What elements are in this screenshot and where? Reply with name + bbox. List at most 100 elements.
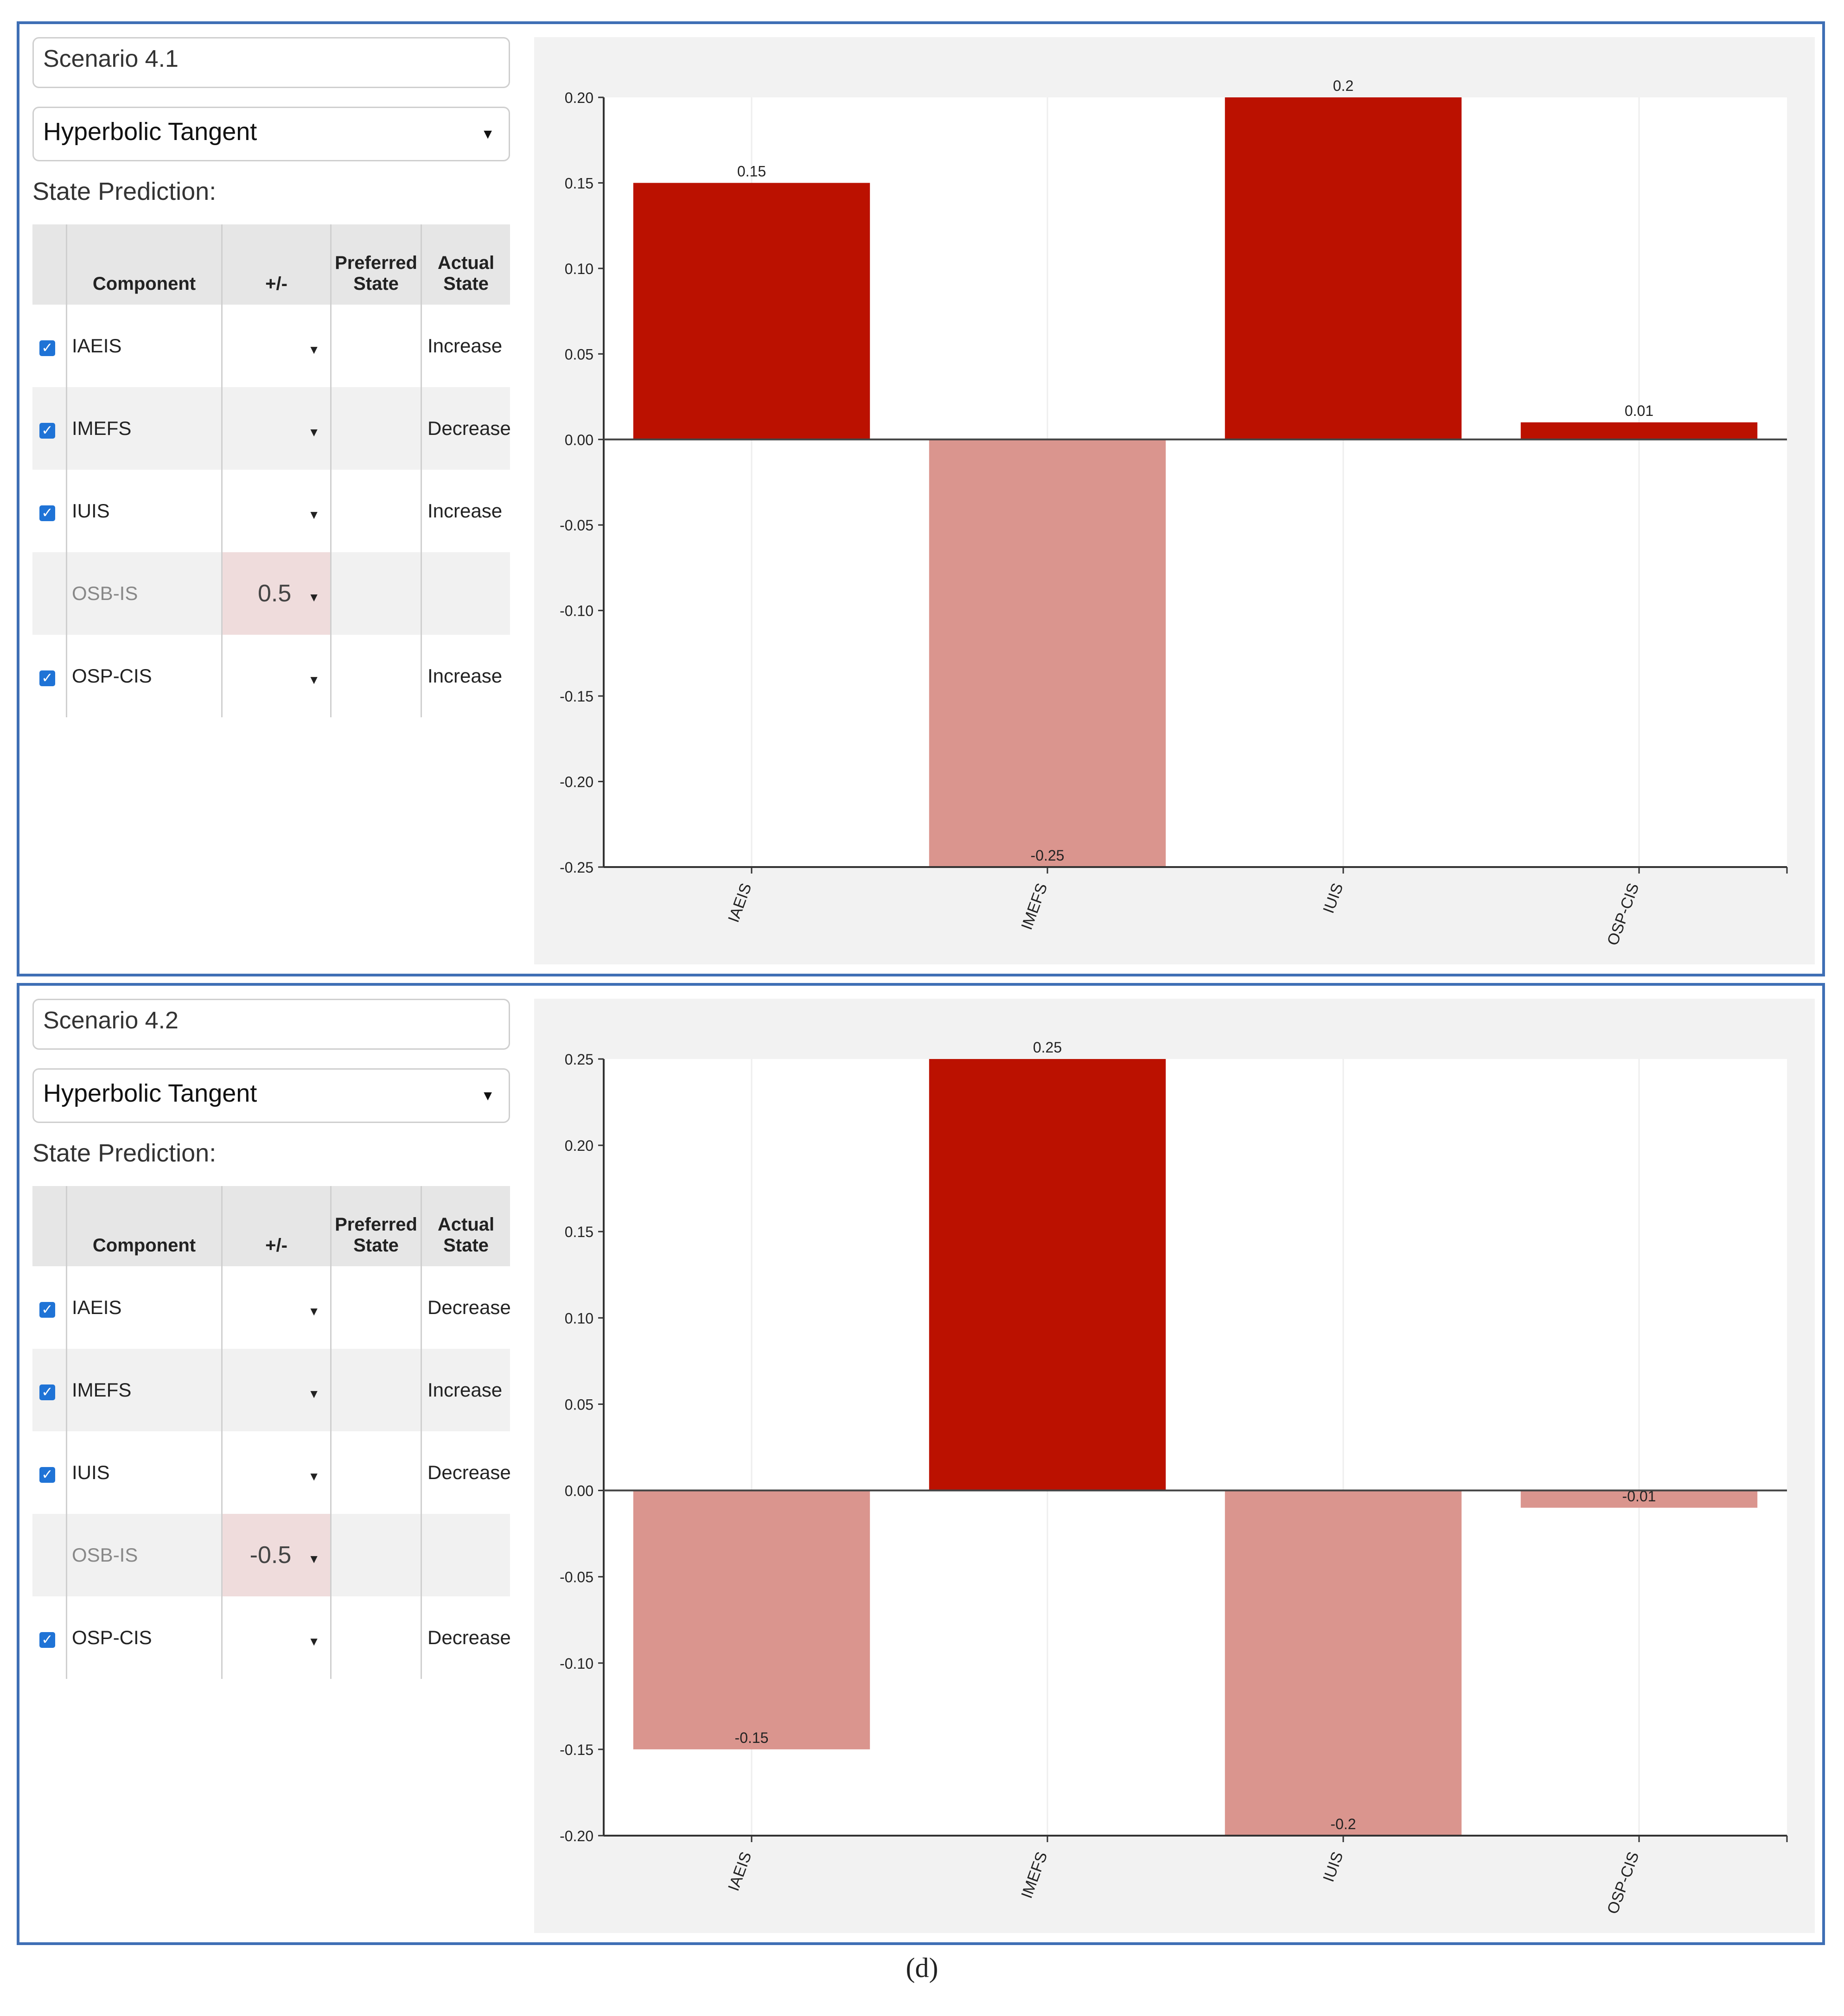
column-header: Preferred State (330, 1186, 421, 1266)
table-row: OSB-IS 0.5 ▼ (32, 552, 510, 635)
function-select-value: Hyperbolic Tangent (43, 118, 257, 146)
x-tick-label: IMEFS (1018, 881, 1051, 932)
state-prediction-table: Component +/- Preferred State Actual Sta… (32, 1186, 511, 1679)
y-tick-label: -0.15 (560, 688, 593, 705)
adjustment-select[interactable]: ▼ (221, 635, 331, 717)
actual-state: Decrease (421, 1596, 511, 1679)
preferred-state (330, 1431, 421, 1514)
table-row: ✓ IMEFS ▼ Increase (32, 1349, 510, 1431)
chevron-down-icon: ▼ (481, 127, 495, 142)
chevron-down-icon: ▼ (308, 1634, 320, 1648)
y-tick-label: -0.20 (560, 774, 593, 791)
state-prediction-label: State Prediction: (32, 178, 217, 205)
chevron-down-icon: ▼ (308, 343, 320, 357)
figure-caption: (d) (906, 1952, 938, 1983)
y-tick-label: 0.20 (565, 1137, 593, 1154)
row-checkbox[interactable]: ✓ (39, 423, 55, 439)
chevron-down-icon: ▼ (308, 1304, 320, 1318)
scenario-controls-2: Scenario 4.2 Hyperbolic Tangent ▼ State … (32, 999, 511, 1679)
adjustment-select[interactable]: ▼ (221, 1266, 331, 1349)
adjustment-select[interactable]: -0.5 ▼ (221, 1514, 331, 1596)
x-tick-label: IAEIS (725, 881, 755, 925)
actual-state: Increase (421, 1349, 510, 1431)
adjustment-select[interactable]: ▼ (221, 1349, 331, 1431)
bar (633, 183, 870, 440)
scenario-name-input[interactable]: Scenario 4.2 (32, 999, 510, 1050)
function-select-value: Hyperbolic Tangent (43, 1079, 257, 1107)
x-tick-label: IMEFS (1018, 1850, 1051, 1901)
scenario-name-input[interactable]: Scenario 4.1 (32, 37, 510, 88)
row-checkbox[interactable]: ✓ (39, 505, 55, 521)
component-name: OSP-CIS (66, 635, 222, 717)
y-tick-label: 0.25 (565, 1051, 593, 1068)
table-header-row: Component +/- Preferred State Actual Sta… (32, 224, 510, 305)
bar (1520, 1490, 1758, 1508)
component-name: OSB-IS (66, 1514, 222, 1596)
chevron-down-icon: ▼ (308, 425, 320, 439)
table-row: ✓ OSP-CIS ▼ Decrease (32, 1596, 511, 1679)
bar (929, 439, 1166, 867)
row-checkbox[interactable]: ✓ (39, 1384, 55, 1400)
function-select[interactable]: Hyperbolic Tangent ▼ (32, 107, 510, 161)
preferred-state (330, 1596, 421, 1679)
x-tick-label: OSP-CIS (1604, 881, 1643, 948)
preferred-state (330, 1349, 421, 1431)
chevron-down-icon: ▼ (308, 590, 320, 604)
adjustment-select[interactable]: 0.5 ▼ (221, 552, 331, 635)
y-tick-label: 0.10 (565, 261, 593, 277)
column-header: Actual State (421, 224, 510, 305)
row-checkbox[interactable]: ✓ (39, 670, 55, 686)
component-name: IAEIS (66, 305, 222, 387)
adjustment-select[interactable]: ▼ (221, 387, 331, 470)
state-prediction-label: State Prediction: (32, 1139, 217, 1167)
chevron-down-icon: ▼ (481, 1088, 495, 1104)
bar-chart-1: 0.20 0.15 0.10 0.05 0.00 -0.05 -0.10 -0.15 -0.20… (534, 37, 1815, 964)
data-label: 0.01 (1625, 402, 1653, 419)
y-tick-label: -0.25 (560, 859, 593, 876)
preferred-state (330, 470, 421, 552)
adjustment-select[interactable]: ▼ (221, 305, 331, 387)
column-header: Component (66, 1186, 222, 1266)
y-tick-label: -0.05 (560, 1569, 593, 1586)
column-header: Component (66, 224, 222, 305)
bar-chart-svg: 0.25 0.20 0.15 0.10 0.05 0.00 -0.05 -0.10 -0.15 -… (560, 1039, 1788, 1916)
adjustment-select[interactable]: ▼ (221, 470, 331, 552)
actual-state (421, 1514, 510, 1596)
component-name: OSB-IS (66, 552, 222, 635)
x-tick-label: IUIS (1320, 881, 1346, 916)
scenario-controls-1: Scenario 4.1 Hyperbolic Tangent ▼ State … (32, 37, 511, 717)
actual-state (421, 552, 510, 635)
function-select[interactable]: Hyperbolic Tangent ▼ (32, 1068, 510, 1123)
y-tick-label: -0.10 (560, 603, 593, 619)
row-checkbox[interactable]: ✓ (39, 1632, 55, 1648)
adjustment-select[interactable]: ▼ (221, 1596, 331, 1679)
y-tick-label: -0.10 (560, 1655, 593, 1672)
data-label: -0.25 (1031, 847, 1065, 864)
y-tick-label: 0.15 (565, 175, 593, 191)
table-row: ✓ OSP-CIS ▼ Increase (32, 635, 510, 717)
preferred-state (330, 552, 421, 635)
scenario-panel-2: Scenario 4.2 Hyperbolic Tangent ▼ State … (17, 983, 1825, 1945)
chevron-down-icon: ▼ (308, 1469, 320, 1483)
adjustment-select[interactable]: ▼ (221, 1431, 331, 1514)
y-tick-label: 0.15 (565, 1224, 593, 1240)
chevron-down-icon: ▼ (308, 673, 320, 687)
x-tick-label: IAEIS (725, 1850, 755, 1894)
y-tick-label: 0.00 (565, 1483, 593, 1499)
row-checkbox[interactable]: ✓ (39, 1467, 55, 1483)
actual-state: Increase (421, 305, 510, 387)
bar (1225, 1490, 1462, 1836)
bar (1520, 422, 1758, 440)
y-tick-label: -0.05 (560, 517, 593, 534)
y-tick-label: 0.05 (565, 346, 593, 363)
actual-state: Decrease (421, 1266, 511, 1349)
row-checkbox[interactable]: ✓ (39, 340, 55, 356)
table-row: ✓ IAEIS ▼ Increase (32, 305, 510, 387)
y-tick-label: -0.20 (560, 1828, 593, 1844)
data-label: 0.2 (1333, 77, 1353, 94)
bar (1225, 97, 1462, 440)
table-row: ✓ IUIS ▼ Decrease (32, 1431, 511, 1514)
component-name: IMEFS (66, 1349, 222, 1431)
row-checkbox[interactable]: ✓ (39, 1302, 55, 1318)
component-name: IMEFS (66, 387, 222, 470)
